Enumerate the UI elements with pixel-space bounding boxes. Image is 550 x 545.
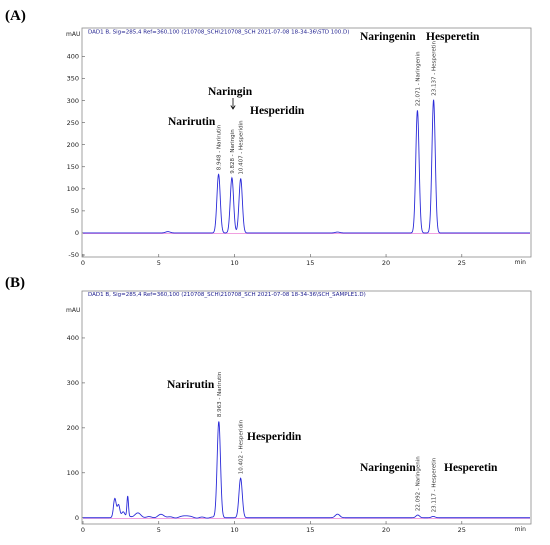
x-tick-label: 15 bbox=[306, 259, 314, 267]
signal-header: DAD1 B, Sig=285,4 Ref=360,100 (210708_SC… bbox=[88, 292, 366, 298]
x-tick-label: 25 bbox=[458, 526, 466, 534]
compound-label: Hesperidin bbox=[247, 431, 302, 443]
x-tick-label: 0 bbox=[81, 259, 85, 267]
x-tick-label: 10 bbox=[230, 526, 238, 534]
x-tick-label: 5 bbox=[157, 259, 161, 267]
y-tick-label: 350 bbox=[67, 75, 79, 83]
y-tick-label: 0 bbox=[75, 229, 79, 237]
signal-trace bbox=[83, 421, 530, 519]
compound-label: Hesperetin bbox=[426, 31, 480, 43]
x-tick-label: 25 bbox=[458, 259, 466, 267]
x-axis-unit: min bbox=[515, 259, 527, 266]
peak-label: 10.407 - Hesperidin bbox=[239, 120, 245, 175]
compound-label: Narirutin bbox=[168, 116, 216, 128]
compound-label: Naringenin bbox=[360, 31, 416, 43]
peak-label: 8.963 - Narirutin bbox=[217, 371, 223, 417]
y-tick-label: -50 bbox=[68, 251, 79, 259]
y-tick-label: 150 bbox=[67, 163, 79, 171]
peak-label: 8.948 - Narirutin bbox=[217, 124, 223, 170]
x-tick-label: 15 bbox=[306, 526, 314, 534]
y-tick-label: 0 bbox=[75, 514, 79, 522]
y-axis-unit: mAU bbox=[66, 31, 80, 38]
x-tick-label: 0 bbox=[81, 526, 85, 534]
y-tick-label: 200 bbox=[67, 141, 79, 149]
x-tick-label: 10 bbox=[230, 259, 238, 267]
signal-trace bbox=[83, 99, 530, 234]
x-axis-unit: min bbox=[515, 526, 527, 533]
y-tick-label: 400 bbox=[67, 334, 79, 342]
signal-header: DAD1 B, Sig=285,4 Ref=360,100 (210708_SC… bbox=[88, 30, 349, 36]
y-tick-label: 100 bbox=[67, 469, 79, 477]
compound-label: Hesperidin bbox=[250, 105, 305, 117]
y-tick-label: 200 bbox=[67, 424, 79, 432]
arrow-head bbox=[230, 105, 236, 110]
peak-label: 9.828 - Naringin bbox=[230, 129, 236, 174]
x-tick-label: 20 bbox=[382, 259, 390, 267]
peak-label: 23.137 - Hesperetin bbox=[432, 41, 438, 96]
compound-label: Naringin bbox=[208, 86, 253, 98]
plot-frame bbox=[81, 290, 532, 525]
compound-label: Narirutin bbox=[167, 379, 215, 391]
y-tick-label: 250 bbox=[67, 119, 79, 127]
peak-label: 22.071 - Naringenin bbox=[415, 51, 421, 106]
y-tick-label: 400 bbox=[67, 53, 79, 61]
x-tick-label: 5 bbox=[157, 526, 161, 534]
y-tick-label: 300 bbox=[67, 379, 79, 387]
plot-frame bbox=[81, 27, 532, 258]
compound-label: Naringenin bbox=[360, 462, 416, 474]
y-axis-unit: mAU bbox=[66, 307, 80, 314]
peak-label: 22.092 - Naringenin bbox=[416, 456, 422, 511]
compound-label: Hesperetin bbox=[444, 462, 498, 474]
panel-label: (B) bbox=[5, 275, 25, 291]
x-tick-label: 20 bbox=[382, 526, 390, 534]
panel-label: (A) bbox=[5, 8, 26, 24]
y-tick-label: 50 bbox=[71, 207, 79, 215]
y-tick-label: 100 bbox=[67, 185, 79, 193]
y-tick-label: 300 bbox=[67, 97, 79, 105]
peak-label: 10.402 - Hesperidin bbox=[239, 419, 245, 474]
peak-label: 23.117 - Hesperetin bbox=[431, 457, 437, 512]
